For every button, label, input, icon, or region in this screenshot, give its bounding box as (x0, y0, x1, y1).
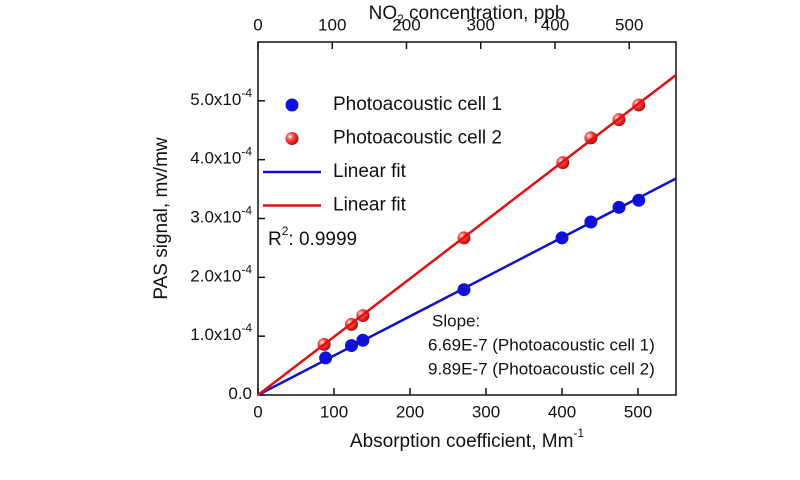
legend-swatch (285, 132, 299, 145)
fit-line (257, 73, 677, 396)
y-tick-label: 2.0x10-4 (190, 263, 252, 286)
x2-tick-label: 400 (541, 15, 569, 34)
x-tick-label: 100 (320, 402, 348, 421)
x2-tick-label: 300 (467, 15, 495, 34)
x2-tick-label: 100 (318, 15, 346, 34)
y-tick-label: 0.0 (228, 384, 252, 403)
text-part: -4 (241, 263, 252, 277)
slope-annotation: 9.89E-7 (Photoacoustic cell 2) (428, 359, 655, 378)
text-part: 1.0x10 (190, 326, 241, 345)
slope-annotation: Slope: (432, 311, 480, 330)
text-part: -4 (241, 86, 252, 100)
x2-axis-label: NO2 concentration, ppb (369, 3, 566, 26)
text-part: : 0.9999 (288, 229, 357, 250)
x-tick-label: 400 (548, 402, 576, 421)
x2-tick-label: 500 (615, 15, 643, 34)
x2-tick-label: 200 (392, 15, 420, 34)
text-part: 5.0x10 (190, 90, 241, 109)
fit-line (257, 177, 677, 397)
x-tick-label: 200 (396, 402, 424, 421)
text-part: 4.0x10 (190, 149, 241, 168)
y-tick-label: 5.0x10-4 (190, 86, 252, 109)
text-part: 2 (282, 224, 289, 238)
text-part: Absorption coefficient, Mm (350, 431, 574, 452)
text-part: 0.0 (228, 384, 252, 403)
y-axis-label: PAS signal, mv/mw (151, 137, 172, 300)
text-part: -1 (573, 426, 584, 440)
x-tick-label: 500 (624, 402, 652, 421)
y-tick-label: 4.0x10-4 (190, 145, 252, 168)
legend-swatch (285, 98, 299, 112)
x-tick-label: 300 (472, 402, 500, 421)
x-axis-label: Absorption coefficient, Mm-1 (350, 426, 585, 452)
r2-annotation: R2: 0.9999 (268, 224, 357, 250)
legend-label: Photoacoustic cell 2 (333, 128, 502, 149)
text-part: 2.0x10 (190, 267, 241, 286)
legend-label: Linear fit (333, 195, 407, 216)
text-part: R (268, 229, 282, 250)
x2-tick-label: 0 (253, 15, 262, 34)
text-part: 3.0x10 (190, 208, 241, 227)
text-part: -4 (241, 145, 252, 159)
legend-label: Photoacoustic cell 1 (333, 94, 502, 115)
text-part: NO (369, 3, 398, 24)
slope-annotation: 6.69E-7 (Photoacoustic cell 1) (428, 335, 655, 354)
y-tick-label: 3.0x10-4 (190, 204, 252, 227)
text-part: concentration, ppb (404, 3, 566, 24)
text-part: -4 (241, 321, 252, 335)
x-tick-label: 0 (253, 402, 262, 421)
text-part: -4 (241, 204, 252, 218)
y-tick-label: 1.0x10-4 (190, 321, 252, 344)
legend-label: Linear fit (333, 161, 407, 182)
text-part: 2 (397, 12, 404, 26)
